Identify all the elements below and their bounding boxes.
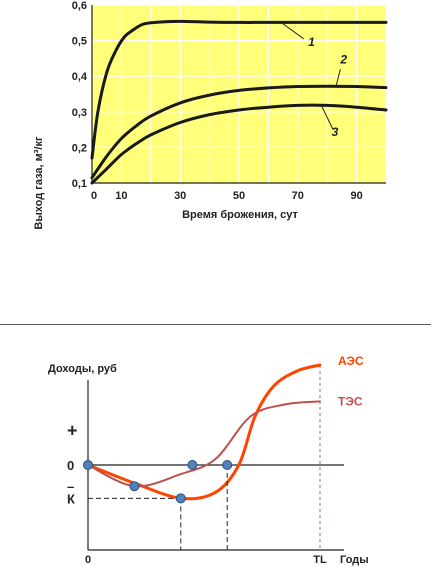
x-tick-label: 10 — [115, 190, 127, 202]
y-tick-label: – — [67, 479, 74, 494]
marker-dot — [187, 460, 198, 470]
gas-yield-chart: Выход газа, м³/кг Время брожения, сут 0,… — [33, 0, 388, 230]
series-line-tes — [87, 400, 321, 488]
series-label-1: 1 — [308, 35, 315, 49]
x-tick-label: TL — [313, 554, 327, 566]
x-axis-label: Время брожения, сут — [182, 209, 298, 221]
series-name-aes: АЭС — [338, 354, 364, 368]
y-tick-label: 0,4 — [72, 71, 88, 83]
y-axis-label: Доходы, руб — [48, 363, 117, 375]
series-callout-leader — [279, 21, 304, 40]
marker-dot — [222, 460, 233, 470]
marker-dot — [83, 460, 93, 470]
series-line-3 — [90, 103, 388, 185]
x-axis-label: Годы — [340, 554, 369, 566]
series-label-3: 3 — [332, 125, 339, 139]
y-tick-label: 0 — [67, 458, 74, 473]
series-callout-leader — [335, 68, 341, 87]
y-axis-label: Выход газа, м³/кг — [33, 136, 45, 230]
marker-dot — [175, 493, 186, 504]
revenue-chart: Доходы, руб Годы АЭС ТЭС +0 –К 0 TL — [48, 354, 369, 566]
series-name-tes: ТЭС — [338, 394, 363, 408]
x-tick-label: 50 — [233, 190, 245, 202]
x-tick-label: 0 — [85, 554, 91, 566]
series-callout-leader — [320, 105, 334, 130]
y-tick-label: 0,1 — [72, 178, 87, 190]
series-line-1 — [90, 19, 388, 160]
y-tick-label: 0,2 — [72, 142, 87, 154]
x-tick-label: 70 — [292, 190, 304, 202]
series-label-2: 2 — [339, 53, 347, 67]
y-tick-label: + — [67, 421, 78, 441]
x-tick-label: 90 — [350, 190, 362, 202]
x-tick-label: 30 — [174, 190, 186, 202]
section-divider — [0, 324, 431, 325]
series-line-2 — [90, 84, 388, 180]
marker-dot — [129, 481, 140, 492]
x-tick-label: 0 — [91, 190, 97, 202]
y-tick-label: К — [67, 491, 75, 506]
y-tick-label: 0,3 — [72, 107, 87, 119]
series-line-aes — [86, 363, 322, 501]
y-tick-label: 0,5 — [72, 36, 87, 48]
y-tick-label: 0,6 — [72, 0, 87, 12]
